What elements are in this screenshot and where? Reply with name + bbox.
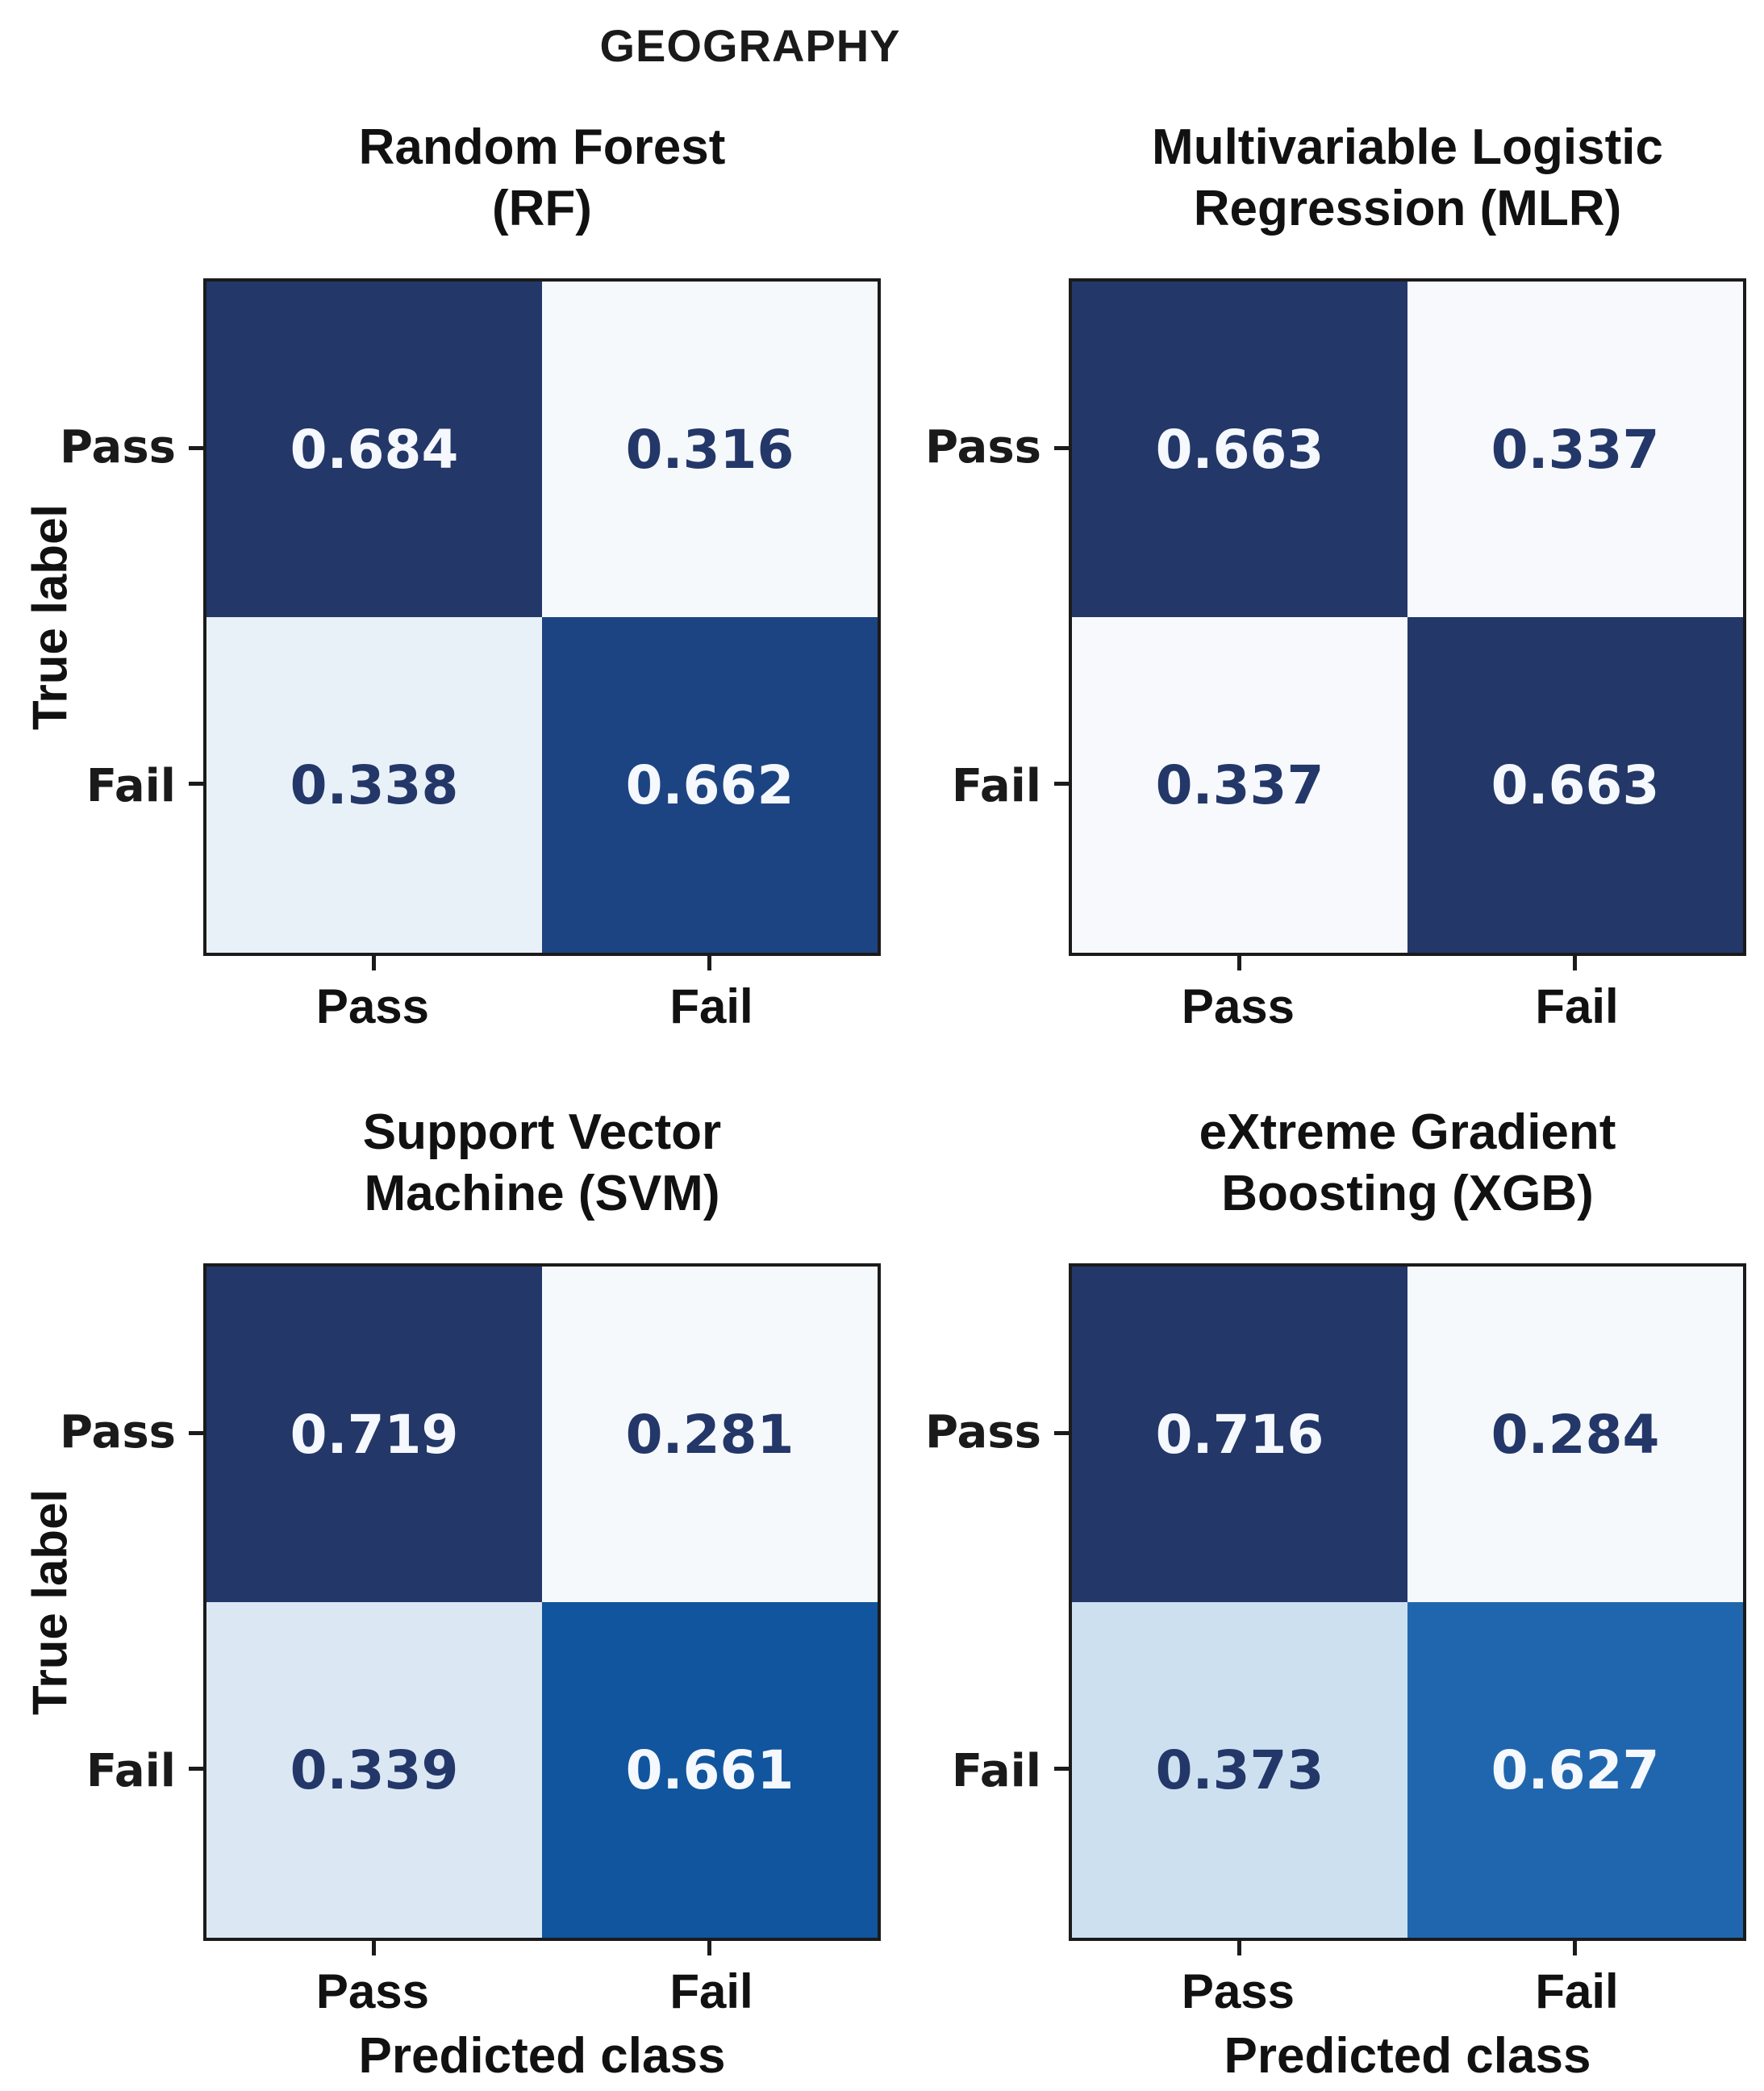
x-tick-label-pass: Pass: [315, 1964, 430, 2018]
cell-true-pass-pred-fail: 0.337: [1407, 282, 1743, 617]
matrix-column: Random Forest (RF) 0.684 0.316 0.338 0.6…: [189, 101, 881, 1034]
x-tick-label-fail: Fail: [669, 1964, 753, 2018]
subplot-grid: True label Pass Fail Random Forest (RF) …: [0, 101, 1764, 2085]
cell-value: 0.284: [1491, 1403, 1660, 1466]
tick-mark: [1237, 1941, 1241, 1955]
panel-support-vector-machine: True label Pass Fail Support Vector Mach…: [0, 1086, 882, 2085]
panel-multivariable-logistic-regression: Pass Fail Multivariable Logistic Regress…: [882, 101, 1764, 1034]
left-axis-gutter: Pass Fail: [882, 101, 1069, 1034]
y-tick-label-fail: Fail: [951, 760, 1041, 812]
tick-mark: [372, 956, 376, 970]
cell-value: 0.373: [1155, 1738, 1324, 1801]
cell-value: 0.338: [290, 753, 459, 816]
y-tick-label-fail: Fail: [85, 760, 176, 812]
cell-value: 0.316: [625, 418, 794, 481]
x-tick-label-fail: Fail: [669, 979, 753, 1033]
x-axis-label: Predicted class: [358, 2028, 726, 2084]
cell-true-pass-pred-fail: 0.281: [542, 1267, 878, 1602]
y-tick-label-fail: Fail: [85, 1745, 176, 1797]
y-tick-label-pass: Pass: [60, 1406, 176, 1459]
matrix-column: Multivariable Logistic Regression (MLR) …: [1054, 101, 1746, 1034]
x-tick-label-pass: Pass: [1181, 1964, 1295, 2018]
tick-mark: [189, 1431, 203, 1435]
x-axis-label: Predicted class: [1224, 2028, 1591, 2084]
x-tick-label-pass: Pass: [315, 979, 430, 1033]
cell-value: 0.684: [290, 418, 459, 481]
y-tick-label-pass: Pass: [60, 421, 176, 474]
cell-value: 0.719: [290, 1403, 459, 1466]
y-axis-label: True label: [23, 503, 77, 731]
cell-value: 0.337: [1491, 418, 1660, 481]
cell-true-pass-pred-pass: 0.663: [1072, 282, 1407, 617]
confusion-matrix: 0.663 0.337 0.337 0.663: [1054, 278, 1746, 970]
y-tick-label-pass: Pass: [925, 1406, 1041, 1459]
tick-mark: [372, 1941, 376, 1955]
cell-value: 0.716: [1155, 1403, 1324, 1466]
left-axis-gutter: True label Pass Fail: [0, 101, 203, 1034]
x-tick-label-fail: Fail: [1535, 979, 1619, 1033]
cell-value: 0.661: [625, 1738, 794, 1801]
y-tick-label-pass: Pass: [925, 421, 1041, 474]
confusion-matrix: 0.716 0.284 0.373 0.627: [1054, 1263, 1746, 1955]
panel-title: Random Forest (RF): [358, 119, 726, 237]
matrix-column: eXtreme Gradient Boosting (XGB) 0.716 0.…: [1054, 1086, 1746, 2085]
tick-mark: [189, 1767, 203, 1771]
tick-mark: [1237, 956, 1241, 970]
y-axis-label: True label: [23, 1488, 77, 1716]
cell-value: 0.339: [290, 1738, 459, 1801]
left-axis-gutter: True label Pass Fail: [0, 1086, 203, 2085]
tick-mark: [1054, 446, 1069, 450]
cell-true-pass-pred-pass: 0.719: [206, 1267, 542, 1602]
tick-mark: [189, 782, 203, 786]
cell-true-fail-pred-fail: 0.662: [542, 617, 878, 953]
panel-title: Multivariable Logistic Regression (MLR): [1152, 119, 1663, 237]
tick-mark: [1054, 1431, 1069, 1435]
tick-mark: [189, 446, 203, 450]
y-tick-label-fail: Fail: [951, 1745, 1041, 1797]
x-tick-labels: Pass Fail: [203, 1964, 881, 2019]
cell-true-pass-pred-pass: 0.684: [206, 282, 542, 617]
tick-mark: [1054, 1767, 1069, 1771]
confusion-matrix: 0.684 0.316 0.338 0.662: [189, 278, 881, 970]
x-tick-labels: Pass Fail: [1069, 979, 1746, 1034]
panel-extreme-gradient-boosting: Pass Fail eXtreme Gradient Boosting (XGB…: [882, 1086, 1764, 2085]
panel-title: eXtreme Gradient Boosting (XGB): [1199, 1104, 1616, 1222]
cell-true-fail-pred-fail: 0.661: [542, 1602, 878, 1938]
x-tick-label-fail: Fail: [1535, 1964, 1619, 2018]
cell-value: 0.627: [1491, 1738, 1660, 1801]
cell-value: 0.281: [625, 1403, 794, 1466]
cell-true-pass-pred-pass: 0.716: [1072, 1267, 1407, 1602]
cell-value: 0.337: [1155, 753, 1324, 816]
panel-title: Support Vector Machine (SVM): [362, 1104, 722, 1222]
left-axis-gutter: Pass Fail: [882, 1086, 1069, 2085]
cell-true-pass-pred-fail: 0.316: [542, 282, 878, 617]
cell-true-fail-pred-pass: 0.339: [206, 1602, 542, 1938]
matrix-column: Support Vector Machine (SVM) 0.719 0.281…: [189, 1086, 881, 2085]
x-tick-labels: Pass Fail: [203, 979, 881, 1034]
cell-value: 0.662: [625, 753, 794, 816]
cell-true-fail-pred-fail: 0.663: [1407, 617, 1743, 953]
cell-true-fail-pred-pass: 0.373: [1072, 1602, 1407, 1938]
tick-mark: [1573, 1941, 1577, 1955]
cell-true-pass-pred-fail: 0.284: [1407, 1267, 1743, 1602]
confusion-matrix: 0.719 0.281 0.339 0.661: [189, 1263, 881, 1955]
cell-value: 0.663: [1491, 753, 1660, 816]
cell-value: 0.663: [1155, 418, 1324, 481]
tick-mark: [707, 1941, 711, 1955]
cell-true-fail-pred-pass: 0.337: [1072, 617, 1407, 953]
cell-true-fail-pred-pass: 0.338: [206, 617, 542, 953]
x-tick-labels: Pass Fail: [1069, 1964, 1746, 2019]
tick-mark: [1054, 782, 1069, 786]
figure-title: GEOGRAPHY: [599, 20, 901, 71]
panel-random-forest: True label Pass Fail Random Forest (RF) …: [0, 101, 882, 1034]
tick-mark: [1573, 956, 1577, 970]
x-tick-label-pass: Pass: [1181, 979, 1295, 1033]
tick-mark: [707, 956, 711, 970]
cell-true-fail-pred-fail: 0.627: [1407, 1602, 1743, 1938]
